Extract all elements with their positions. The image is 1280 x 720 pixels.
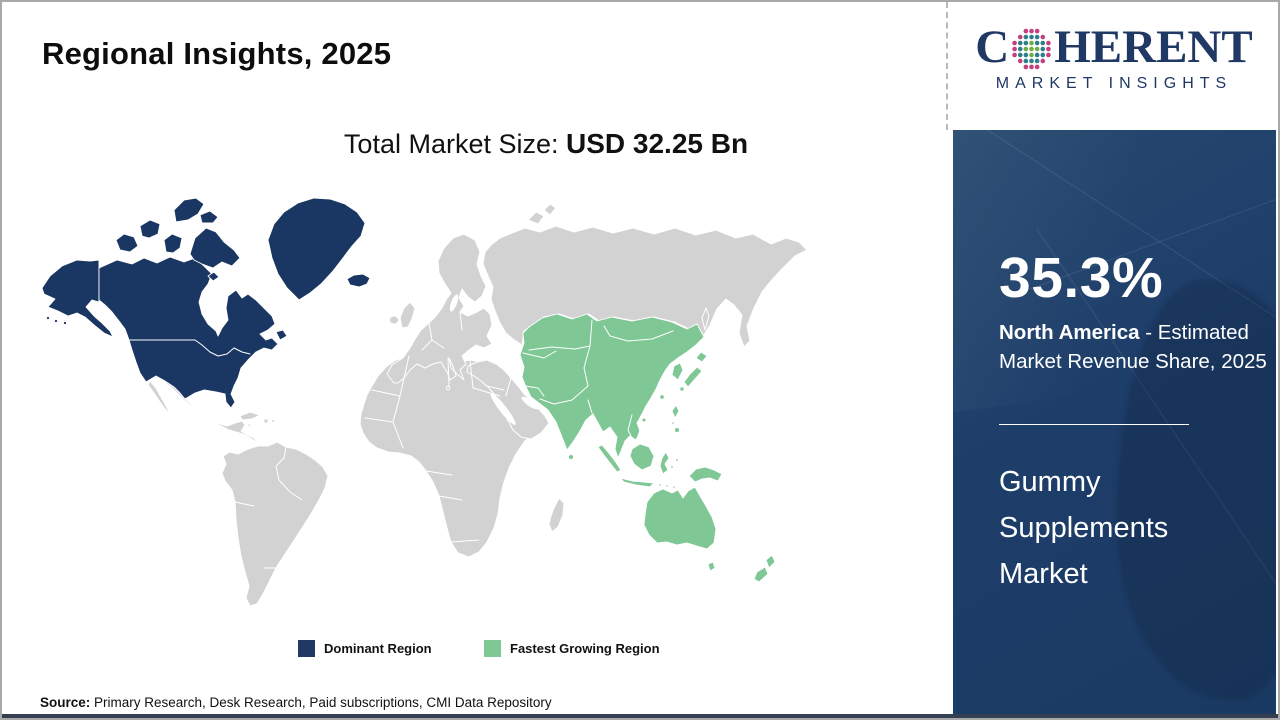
legend-swatch-dominant (298, 639, 315, 657)
legend-item-fastest-growing: Fastest Growing Region (484, 639, 660, 657)
region-asia-pacific (519, 313, 776, 583)
brand-wordmark: C HERENT (954, 24, 1274, 71)
total-market-size-value: USD 32.25 Bn (566, 128, 749, 159)
market-name: Gummy Supplements Market (999, 466, 1169, 590)
sidebar-divider (999, 424, 1189, 425)
total-market-size-label: Total Market Size: (343, 129, 566, 159)
brand-letter-c: C (975, 21, 1010, 73)
revenue-share-description: North America - Estimated Market Revenue… (999, 318, 1271, 376)
dashed-divider (946, 2, 948, 130)
revenue-share-desc-text: - Estimated Market Revenue Share, 2025 (999, 321, 1267, 374)
source-text: Primary Research, Desk Research, Paid su… (90, 695, 552, 710)
total-market-size: Total Market Size: USD 32.25 Bn (296, 128, 796, 160)
world-map-svg (41, 197, 808, 607)
brand-subtitle: MARKET INSIGHTS (995, 75, 1233, 92)
source-label: Source: (40, 695, 91, 710)
legend-swatch-fastest-growing (484, 639, 501, 657)
legend-item-dominant: Dominant Region (298, 639, 432, 657)
world-map (32, 190, 822, 622)
brand-letters-rest: HERENT (1054, 21, 1253, 73)
revenue-share-value: 35.3% (999, 246, 1164, 310)
legend-label-fastest-growing: Fastest Growing Region (510, 640, 660, 656)
source-line: Source: Primary Research, Desk Research,… (40, 695, 552, 710)
bottom-accent-bar (2, 714, 1278, 718)
stats-sidebar: 35.3% North America - Estimated Market R… (953, 130, 1276, 716)
map-country-borders (234, 311, 512, 569)
us-canada-border (109, 339, 251, 357)
map-sea-overlays (449, 294, 539, 425)
legend-label-dominant: Dominant Region (324, 640, 432, 656)
dotted-globe-icon (1012, 28, 1051, 69)
region-north-america (41, 197, 371, 409)
asia-country-borders (522, 319, 674, 439)
sidebar-texture-blob (1116, 280, 1276, 700)
page-title: Regional Insights, 2025 (42, 36, 392, 71)
revenue-share-region: North America (999, 321, 1140, 344)
brand-logo: C HERENT MARKET INSIGHTS (954, 24, 1274, 93)
